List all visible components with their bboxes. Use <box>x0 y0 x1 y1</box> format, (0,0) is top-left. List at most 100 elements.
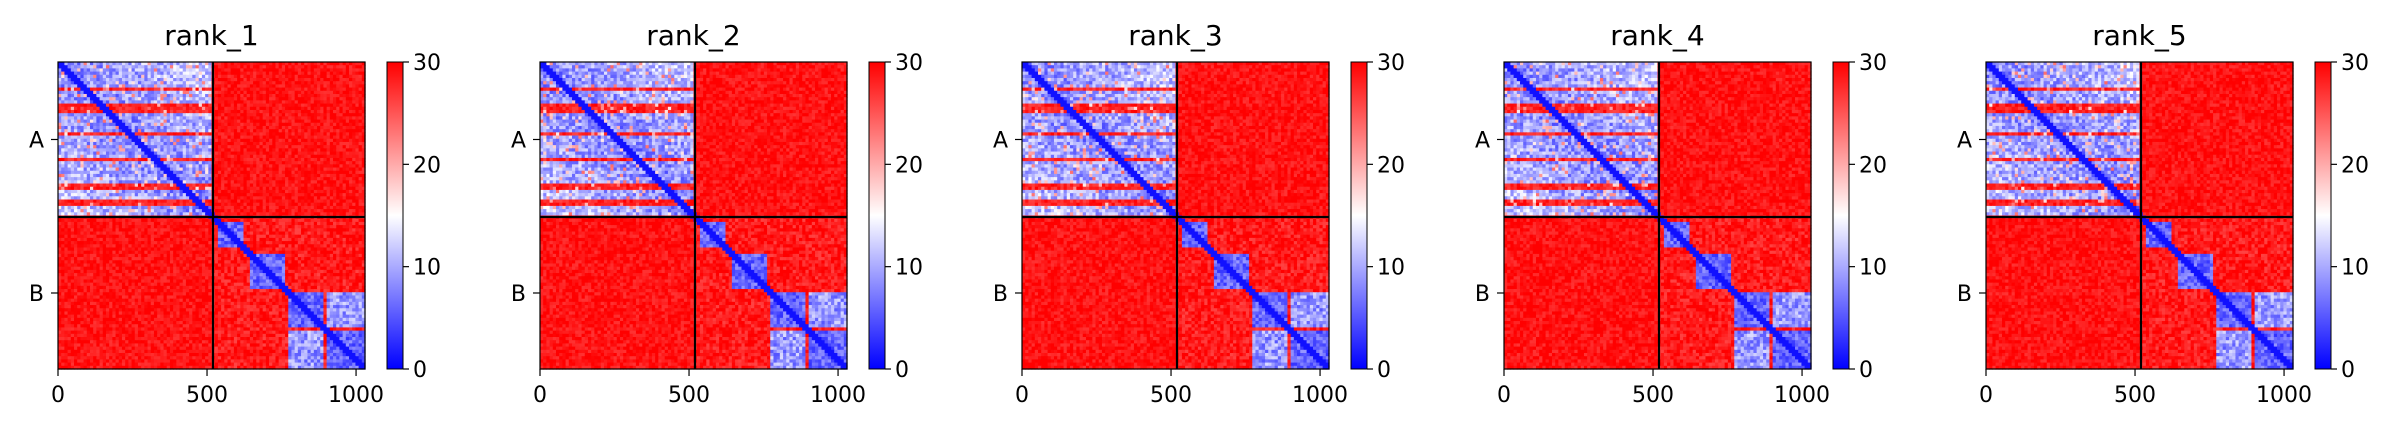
heatmap-cell <box>86 81 91 85</box>
heatmap-cell <box>339 100 344 105</box>
heatmap-cell <box>307 100 312 105</box>
heatmap-cell <box>64 81 69 85</box>
heatmap-cell <box>192 100 197 105</box>
heatmap-cell <box>118 97 123 101</box>
heatmap-cell <box>173 113 177 117</box>
heatmap-cell <box>342 68 347 73</box>
heatmap-cell <box>214 74 219 79</box>
heatmap-cell <box>73 81 78 85</box>
heatmap-cell <box>281 100 286 105</box>
heatmap-cell <box>205 77 209 82</box>
heatmap-cell <box>336 113 341 117</box>
heatmap-cell <box>259 106 264 111</box>
heatmap-cell <box>259 71 264 76</box>
heatmap-cell <box>137 84 142 89</box>
heatmap-cell <box>249 62 254 66</box>
heatmap-cell <box>272 100 277 105</box>
heatmap-cell <box>169 90 174 95</box>
heatmap-cell <box>185 109 190 114</box>
heatmap-cell <box>61 74 65 79</box>
heatmap-cell <box>109 93 113 98</box>
heatmap-cell <box>118 106 123 111</box>
heatmap-cell <box>281 106 286 111</box>
heatmap-cell <box>265 71 270 76</box>
heatmap-cell <box>269 109 273 114</box>
heatmap-cell <box>246 113 251 117</box>
heatmap-cell <box>150 106 155 111</box>
heatmap-cell <box>61 71 65 76</box>
heatmap-cell <box>166 106 171 111</box>
heatmap-cell <box>294 71 299 76</box>
heatmap-cell <box>221 106 225 111</box>
heatmap-cell <box>157 71 161 76</box>
heatmap-cell <box>304 103 309 108</box>
heatmap-cell <box>173 77 177 82</box>
heatmap-cell <box>173 81 177 85</box>
heatmap-cell <box>121 71 126 76</box>
heatmap-cell <box>58 62 62 66</box>
heatmap-cell <box>115 109 120 114</box>
heatmap-cell <box>256 113 261 117</box>
heatmap-cell <box>73 74 78 79</box>
heatmap-cell <box>115 90 120 95</box>
heatmap-cell <box>227 116 232 121</box>
heatmap-cell <box>281 90 286 95</box>
heatmap-cell <box>256 106 261 111</box>
heatmap-cell <box>83 74 88 79</box>
heatmap-cell <box>147 109 152 114</box>
heatmap-cell <box>179 116 184 121</box>
heatmap-cell <box>329 81 334 85</box>
heatmap-cell <box>141 90 145 95</box>
heatmap-cell <box>198 87 203 92</box>
heatmap-cell <box>176 113 181 117</box>
heatmap-cell <box>262 84 267 89</box>
heatmap-cell <box>121 103 126 108</box>
heatmap-cell <box>275 71 280 76</box>
heatmap-cell <box>153 116 158 121</box>
heatmap-cell <box>99 81 104 85</box>
heatmap-cell <box>355 103 360 108</box>
heatmap-cell <box>272 90 277 95</box>
heatmap-cell <box>297 106 302 111</box>
heatmap-cell <box>192 74 197 79</box>
heatmap-cell <box>185 71 190 76</box>
heatmap-cell <box>131 77 136 82</box>
heatmap-cell <box>224 81 229 85</box>
heatmap-cell <box>144 77 149 82</box>
heatmap-cell <box>58 87 62 92</box>
heatmap-cell <box>262 100 267 105</box>
heatmap-cell <box>121 87 126 92</box>
heatmap-cell <box>105 103 110 108</box>
heatmap-cell <box>333 77 337 82</box>
heatmap-cell <box>134 71 139 76</box>
heatmap-cell <box>157 100 161 105</box>
heatmap-cell <box>285 84 289 89</box>
heatmap-cell <box>176 116 181 121</box>
heatmap-cell <box>217 109 222 114</box>
heatmap-cell <box>275 90 280 95</box>
heatmap-cell <box>297 100 302 105</box>
heatmap-cell <box>320 77 325 82</box>
heatmap-cell <box>294 74 299 79</box>
heatmap-cell <box>272 109 277 114</box>
heatmap-cell <box>227 62 232 66</box>
heatmap-cell <box>336 74 341 79</box>
heatmap-cell <box>64 71 69 76</box>
heatmap-cell <box>227 113 232 117</box>
heatmap-cell <box>185 87 190 92</box>
heatmap-cell <box>118 100 123 105</box>
heatmap-cell <box>345 81 350 85</box>
heatmap-cell <box>310 81 315 85</box>
heatmap-cell <box>128 65 133 69</box>
heatmap-cell <box>339 62 344 66</box>
heatmap-cell <box>160 74 165 79</box>
heatmap-cell <box>89 106 94 111</box>
heatmap-cell <box>208 68 213 73</box>
heatmap-cell <box>89 62 94 66</box>
heatmap-cell <box>160 65 165 69</box>
heatmap-cell <box>153 84 158 89</box>
heatmap-cell <box>128 100 133 105</box>
heatmap-cell <box>240 106 245 111</box>
heatmap-cell <box>185 113 190 117</box>
heatmap-cell <box>99 116 104 121</box>
